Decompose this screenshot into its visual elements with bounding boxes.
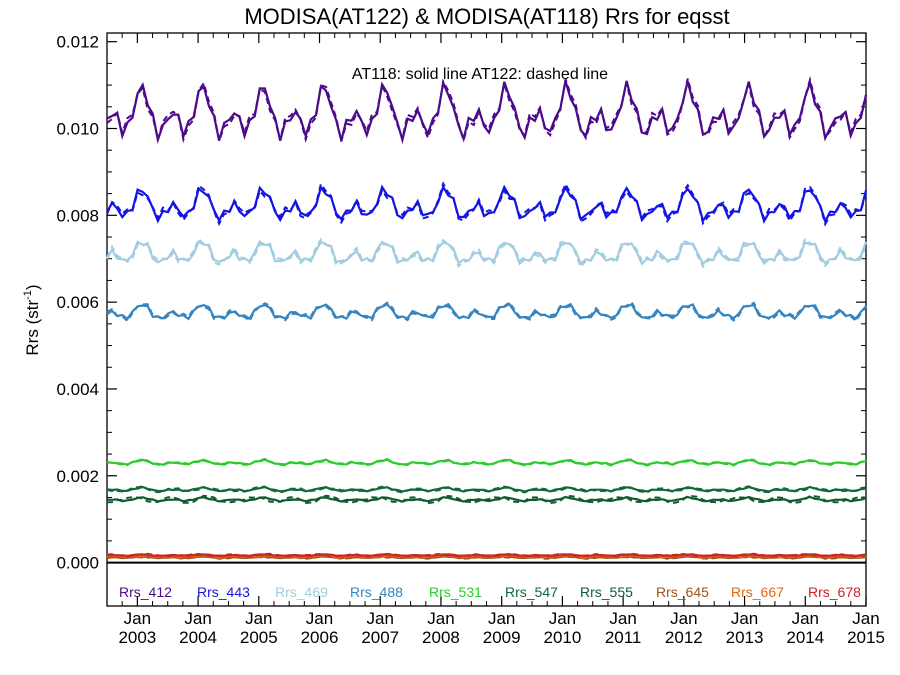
chart-title: MODISA(AT122) & MODISA(AT118) Rrs for eq… — [244, 4, 729, 29]
legend-item-rrs_645: Rrs_645 — [656, 584, 709, 600]
series-line-at118-rrs_555 — [106, 495, 867, 503]
x-tick-year: 2006 — [301, 628, 339, 647]
series-line-at118-rrs_547 — [106, 485, 867, 493]
legend-item-rrs_667: Rrs_667 — [731, 584, 784, 600]
series-line-at118-rrs_531 — [106, 458, 867, 466]
y-tick-label: 0.010 — [56, 120, 99, 139]
x-tick-month: Jan — [488, 609, 515, 628]
x-tick-month: Jan — [731, 609, 758, 628]
x-tick-month: Jan — [549, 609, 576, 628]
x-tick-month: Jan — [427, 609, 454, 628]
x-tick-month: Jan — [670, 609, 697, 628]
x-tick-year: 2015 — [847, 628, 885, 647]
series-line-at118-rrs_678 — [106, 553, 867, 557]
series-line-at118-rrs_412 — [106, 78, 868, 145]
series-layer — [106, 75, 868, 560]
x-tick-year: 2008 — [422, 628, 460, 647]
legend: Rrs_412 Rrs_443 Rrs_469 Rrs_488 Rrs_531 Rrs_5… — [119, 584, 861, 600]
series-line-at118-rrs_443 — [106, 184, 868, 225]
y-tick-label: 0.008 — [56, 206, 99, 225]
legend-item-rrs_531: Rrs_531 — [429, 584, 482, 600]
x-tick-year: 2012 — [665, 628, 703, 647]
x-tick-month: Jan — [792, 609, 819, 628]
line-style-annotation: AT118: solid line AT122: dashed line — [352, 66, 608, 83]
x-tick-month: Jan — [306, 609, 333, 628]
series-line-at118-rrs_469 — [106, 240, 868, 266]
x-tick-month: Jan — [609, 609, 636, 628]
y-tick-label: 0.000 — [56, 554, 99, 573]
y-axis-label: Rrs (str-1) — [22, 284, 42, 355]
x-tick-month: Jan — [852, 609, 879, 628]
x-tick-year: 2007 — [361, 628, 399, 647]
x-tick-month: Jan — [124, 609, 151, 628]
x-tick-year: 2004 — [179, 628, 217, 647]
y-tick-label: 0.012 — [56, 33, 99, 52]
x-tick-month: Jan — [184, 609, 211, 628]
x-tick-month: Jan — [245, 609, 272, 628]
x-tick-year: 2005 — [240, 628, 278, 647]
legend-item-rrs_443: Rrs_443 — [197, 584, 250, 600]
y-tick-label: 0.006 — [56, 293, 99, 312]
legend-item-rrs_678: Rrs_678 — [808, 584, 861, 600]
x-tick-year: 2009 — [483, 628, 521, 647]
plot-frame — [106, 32, 867, 607]
y-axis-label-superscript: -1 — [22, 290, 34, 300]
series-line-at118-rrs_488 — [106, 302, 867, 321]
x-tick-year: 2003 — [118, 628, 156, 647]
legend-item-rrs_547: Rrs_547 — [505, 584, 558, 600]
x-tick-year: 2011 — [605, 628, 642, 647]
x-tick-year: 2014 — [786, 628, 824, 647]
series-line-at122-rrs_555 — [106, 494, 867, 505]
legend-item-rrs_412: Rrs_412 — [119, 584, 172, 600]
legend-item-rrs_469: Rrs_469 — [275, 584, 328, 600]
y-axis-ticks: 0.000 0.002 0.004 0.006 0.008 0.010 0.012 — [56, 33, 866, 573]
legend-item-rrs_488: Rrs_488 — [350, 584, 403, 600]
legend-item-rrs_555: Rrs_555 — [580, 584, 633, 600]
y-tick-label: 0.004 — [56, 380, 99, 399]
x-tick-year: 2010 — [543, 628, 581, 647]
y-tick-label: 0.002 — [56, 467, 99, 486]
x-tick-month: Jan — [367, 609, 394, 628]
x-axis-ticks: Jan2003Jan2004Jan2005Jan2006Jan2007Jan20… — [118, 33, 885, 647]
x-tick-year: 2013 — [726, 628, 764, 647]
